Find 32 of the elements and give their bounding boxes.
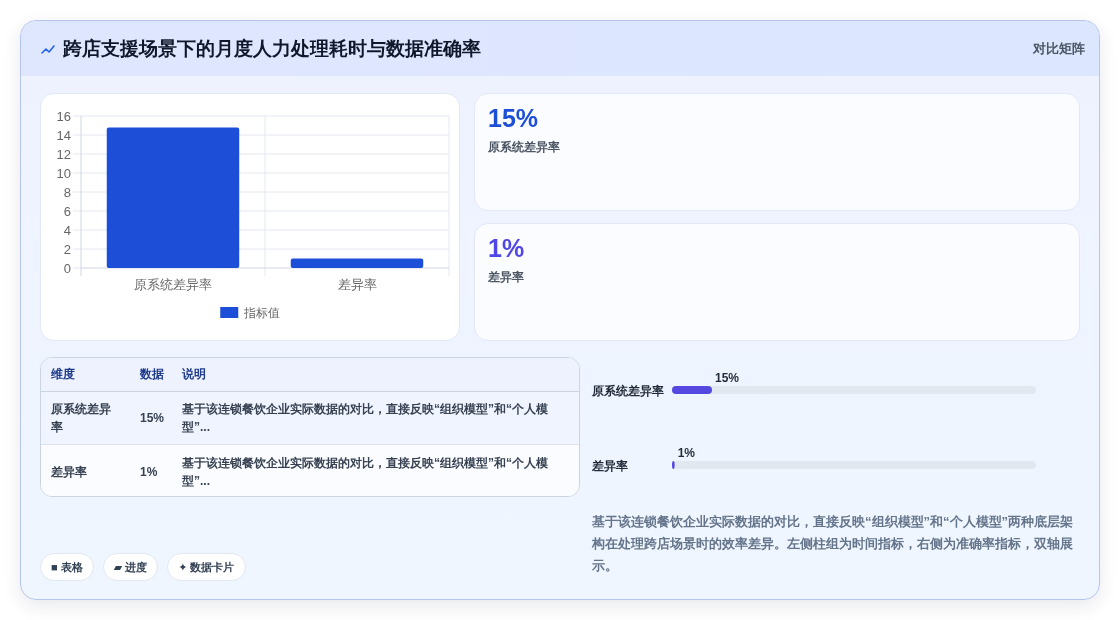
- text: 基于该连锁餐饮企业实际数据的对比，直接反映“组织模型”和“个人模型”两种底层架构在处理跨店场景时的效率差异。左侧柱组为时间指标，右侧为准确率指标，双轴展示。: [592, 513, 1074, 575]
- category-label: 数据: [130, 358, 172, 392]
- text: 基于该连锁餐饮企业实际数据的对比，直接反映“组织模型”和“个人模型”...: [182, 402, 548, 434]
- y-tick-label: 16: [56, 108, 71, 124]
- text: ▰ 进度: [102, 553, 159, 581]
- text: 跨店支援场景下的月度人力处理耗时与数据准确率: [63, 37, 481, 61]
- legend-label: 指标值: [243, 306, 281, 320]
- text: 原系统差异率: [51, 402, 111, 434]
- text: 1%: [488, 234, 525, 263]
- y-tick-label: 4: [63, 222, 71, 238]
- text: ■ 表格: [40, 553, 94, 581]
- text: 基于该连锁餐饮企业实际数据的对比，直接反映“组织模型”和“个人模型”...: [182, 455, 548, 488]
- y-tick-label: 14: [56, 127, 71, 143]
- y-tick-label: 0: [63, 260, 71, 276]
- value-label: 1%: [677, 446, 695, 460]
- text: 15%: [488, 104, 539, 133]
- text: 15%: [140, 411, 165, 425]
- text: 1%: [140, 464, 158, 479]
- category-label: 差异率: [592, 458, 628, 473]
- text: 原系统差异率: [488, 139, 560, 156]
- y-tick-label: 10: [56, 165, 71, 181]
- y-tick-label: 2: [63, 241, 71, 257]
- category-label: 原系统差异率: [592, 383, 664, 398]
- category-label: 维度: [41, 358, 130, 392]
- y-tick-label: 6: [63, 203, 71, 219]
- y-tick-label: 12: [56, 146, 71, 162]
- text: 对比矩阵: [1033, 40, 1085, 58]
- category-label: 说明: [172, 358, 579, 392]
- y-tick-label: 8: [63, 184, 71, 200]
- value-label: 15%: [715, 371, 740, 385]
- text: 差异率: [51, 464, 87, 479]
- text: ✦ 数据卡片: [167, 553, 246, 581]
